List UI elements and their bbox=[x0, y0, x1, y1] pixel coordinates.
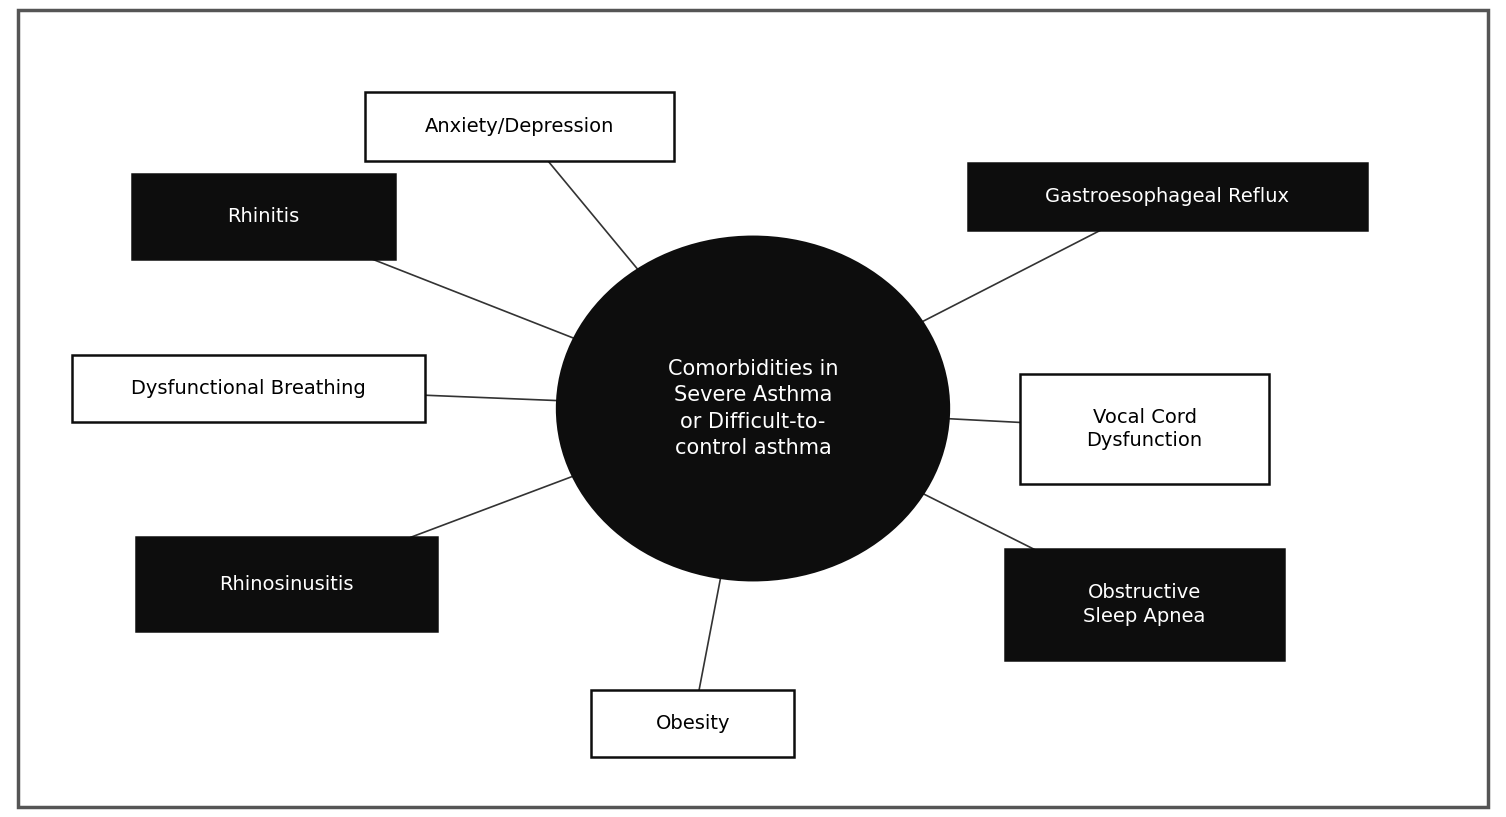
Ellipse shape bbox=[557, 237, 949, 580]
FancyBboxPatch shape bbox=[133, 174, 395, 260]
FancyBboxPatch shape bbox=[1020, 374, 1268, 484]
FancyBboxPatch shape bbox=[590, 690, 795, 757]
FancyBboxPatch shape bbox=[1006, 550, 1283, 660]
Text: Dysfunctional Breathing: Dysfunctional Breathing bbox=[131, 378, 366, 398]
Text: Vocal Cord
Dysfunction: Vocal Cord Dysfunction bbox=[1086, 408, 1203, 450]
FancyBboxPatch shape bbox=[364, 92, 675, 162]
Text: Rhinitis: Rhinitis bbox=[227, 207, 300, 226]
Text: Comorbidities in
Severe Asthma
or Difficult-to-
control asthma: Comorbidities in Severe Asthma or Diffic… bbox=[667, 359, 839, 458]
FancyBboxPatch shape bbox=[136, 538, 437, 632]
Text: Anxiety/Depression: Anxiety/Depression bbox=[425, 117, 614, 136]
Text: Obstructive
Sleep Apnea: Obstructive Sleep Apnea bbox=[1083, 583, 1206, 626]
FancyBboxPatch shape bbox=[72, 355, 425, 422]
Text: Gastroesophageal Reflux: Gastroesophageal Reflux bbox=[1045, 186, 1289, 206]
FancyBboxPatch shape bbox=[968, 163, 1367, 230]
Text: Obesity: Obesity bbox=[655, 713, 730, 733]
Text: Rhinosinusitis: Rhinosinusitis bbox=[218, 574, 354, 594]
